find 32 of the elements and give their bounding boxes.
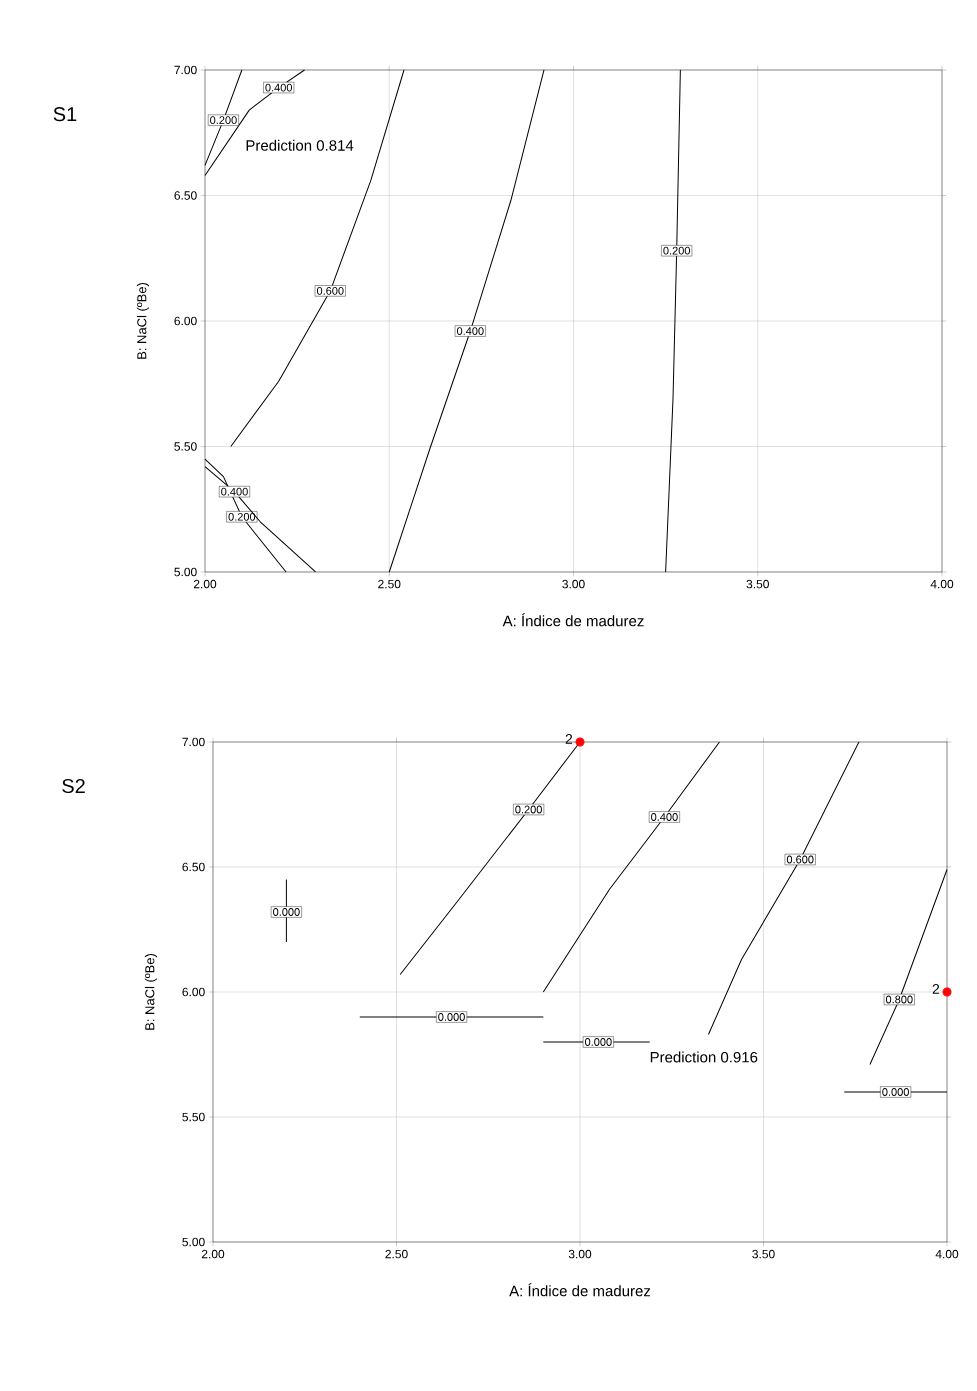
y-tick-label: 5.50 — [174, 442, 197, 451]
y-tick-label: 6.00 — [174, 316, 197, 326]
x-tick-label: 3.00 — [562, 579, 585, 589]
y-tick-label: 5.00 — [174, 567, 197, 577]
x-tick-label: 4.00 — [930, 579, 954, 589]
text: S2 — [62, 778, 85, 794]
annotation: Prediction 0.814 — [246, 139, 354, 151]
y-axis-title: B: NaCl (ºBe) — [144, 953, 157, 1030]
y-tick-label: 6.50 — [182, 862, 205, 872]
x-tick-label: 3.00 — [568, 1249, 592, 1259]
x-tick-label: 2.00 — [193, 579, 217, 589]
x-axis-title: A: Índice de madurez — [509, 1283, 651, 1297]
x-axis-title: A: Índice de madurez — [502, 613, 644, 627]
text: S1 — [53, 107, 77, 122]
y-axis-title: B: NaCl (ºBe) — [136, 282, 149, 359]
y-tick-label: 5.50 — [182, 1112, 205, 1122]
y-tick-label: 6.00 — [182, 987, 205, 997]
x-tick-label: 2.00 — [201, 1249, 225, 1259]
x-tick-label: 3.50 — [746, 579, 769, 589]
point — [942, 987, 952, 997]
point — [575, 737, 585, 747]
annotation: Prediction 0.916 — [650, 1051, 758, 1063]
y-tick-label: 7.00 — [174, 65, 197, 75]
annotation: 2 — [565, 734, 573, 744]
x-tick-label: 2.50 — [378, 579, 401, 589]
x-tick-label: 4.00 — [935, 1249, 959, 1259]
x-tick-label: 2.50 — [385, 1249, 408, 1259]
y-tick-label: 7.00 — [182, 737, 205, 747]
annotation: 2 — [932, 984, 940, 994]
y-tick-label: 6.50 — [174, 191, 197, 200]
x-tick-label: 3.50 — [752, 1249, 775, 1259]
y-tick-label: 5.00 — [182, 1237, 205, 1247]
